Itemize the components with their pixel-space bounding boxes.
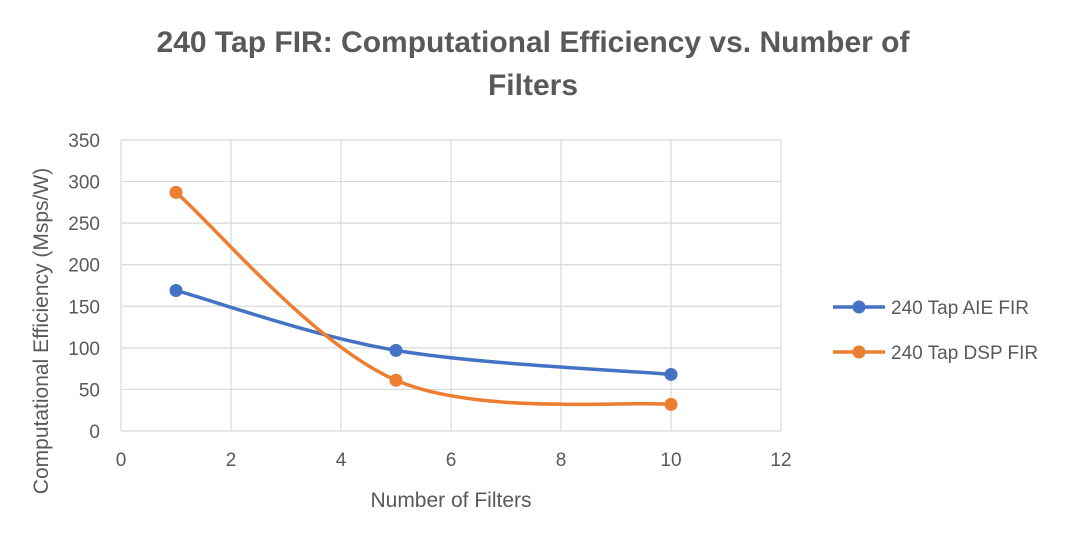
y-tick-label-5: 250 [68, 214, 100, 235]
x-tick-label-2: 4 [336, 450, 347, 471]
y-tick-label-4: 200 [68, 256, 100, 277]
series-1-point-1 [389, 373, 403, 387]
y-tick-label-7: 350 [68, 131, 100, 152]
chart-title-line2: Filters [488, 69, 578, 102]
axes: 0 2 4 6 8 10 12 0 50 100 150 200 250 300 350 [68, 131, 791, 471]
y-tick-label-6: 300 [68, 173, 100, 194]
legend-label-1: 240 Tap DSP FIR [891, 343, 1038, 364]
series-0-point-0 [169, 283, 183, 297]
x-axis-label: Number of Filters [370, 489, 531, 512]
y-tick-label-3: 150 [68, 297, 100, 318]
series-1-point-2 [664, 397, 678, 411]
y-axis-label: Computational Efficiency (Msps/W) [30, 168, 53, 494]
legend-label-0: 240 Tap AIE FIR [891, 298, 1029, 319]
x-tick-label-1: 2 [226, 450, 237, 471]
x-tick-label-6: 12 [770, 450, 791, 471]
legend: 240 Tap AIE FIR 240 Tap DSP FIR [833, 298, 1038, 364]
series-0-point-1 [389, 343, 403, 357]
series-line-1 [174, 190, 673, 407]
x-tick-label-0: 0 [116, 450, 127, 471]
legend-marker-0 [852, 300, 866, 314]
series-line-0 [174, 288, 673, 377]
y-tick-label-0: 0 [89, 422, 100, 443]
x-tick-label-5: 10 [660, 450, 681, 471]
y-tick-label-2: 100 [68, 339, 100, 360]
chart-title-line1: 240 Tap FIR: Computational Efficiency vs… [157, 26, 911, 59]
plot-area [169, 185, 678, 411]
series-0-point-2 [664, 367, 678, 381]
x-tick-label-4: 8 [556, 450, 567, 471]
y-tick-label-1: 50 [79, 380, 100, 401]
series-1-point-0 [169, 185, 183, 199]
x-tick-label-3: 6 [446, 450, 457, 471]
grid [120, 139, 782, 432]
legend-marker-1 [852, 345, 866, 359]
